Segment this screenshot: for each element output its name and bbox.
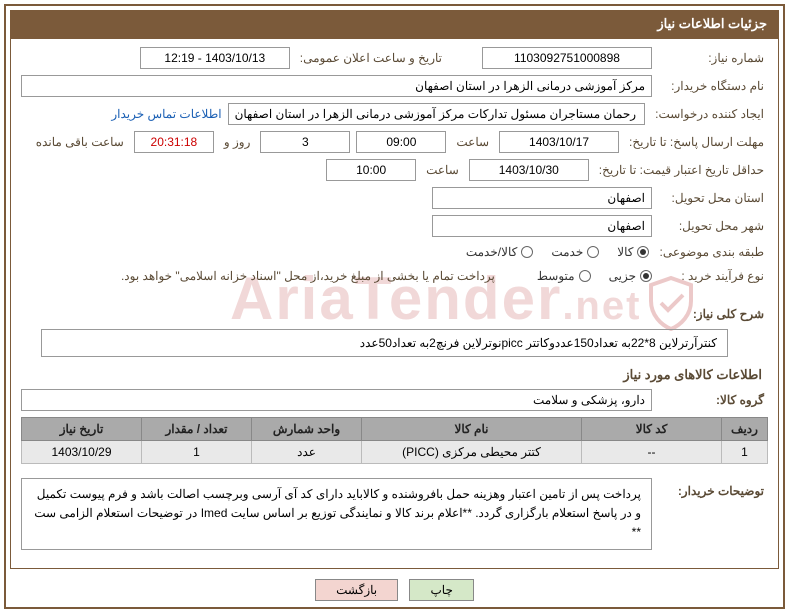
group-field: دارو، پزشکی و سلامت (21, 389, 652, 411)
radio-medium-label: متوسط (537, 269, 575, 283)
form-body: شماره نیاز: 1103092751000898 تاریخ و ساع… (10, 38, 779, 569)
need-number-field: 1103092751000898 (482, 47, 652, 69)
radio-partial[interactable]: جزیی (609, 269, 652, 283)
radio-service-label: خدمت (551, 245, 583, 259)
col-qty: تعداد / مقدار (142, 418, 252, 441)
validity-label: حداقل تاریخ اعتبار قیمت: تا تاریخ: (595, 161, 768, 179)
deadline-date-field: 1403/10/17 (499, 131, 619, 153)
radio-icon (640, 270, 652, 282)
need-number-label: شماره نیاز: (658, 49, 768, 67)
items-section-header: اطلاعات کالاهای مورد نیاز (27, 367, 762, 383)
table-header-row: ردیف کد کالا نام کالا واحد شمارش تعداد /… (22, 418, 768, 441)
validity-date-field: 1403/10/30 (469, 159, 589, 181)
radio-service[interactable]: خدمت (551, 245, 599, 259)
requester-field: رحمان مستاجران مسئول تدارکات مرکز آموزشی… (228, 103, 646, 125)
radio-icon (637, 246, 649, 258)
city-field: اصفهان (432, 215, 652, 237)
province-field: اصفهان (432, 187, 652, 209)
items-table: ردیف کد کالا نام کالا واحد شمارش تعداد /… (21, 417, 768, 464)
process-radio-group: جزیی متوسط پرداخت تمام یا بخشی از مبلغ خ… (117, 267, 652, 285)
main-frame: جزئیات اطلاعات نیاز شماره نیاز: 11030927… (4, 4, 785, 609)
cell-row: 1 (722, 441, 768, 464)
group-label: گروه کالا: (658, 391, 768, 409)
radio-icon (579, 270, 591, 282)
table-row: 1 -- کتتر محیطی مرکزی (PICC) عدد 1 1403/… (22, 441, 768, 464)
contact-link[interactable]: اطلاعات تماس خریدار (111, 107, 221, 121)
payment-note: پرداخت تمام یا بخشی از مبلغ خرید،از محل … (117, 267, 499, 285)
panel-title: جزئیات اطلاعات نیاز (10, 10, 779, 38)
buyer-notes-box: پرداخت پس از تامین اعتبار وهزینه حمل باف… (21, 478, 652, 550)
time-label-1: ساعت (452, 133, 493, 151)
radio-medium[interactable]: متوسط (537, 269, 591, 283)
radio-both-label: کالا/خدمت (466, 245, 517, 259)
radio-icon (521, 246, 533, 258)
print-button[interactable]: چاپ (409, 579, 473, 601)
col-code: کد کالا (582, 418, 722, 441)
time-label-2: ساعت (422, 161, 463, 179)
radio-both[interactable]: کالا/خدمت (466, 245, 533, 259)
radio-partial-label: جزیی (609, 269, 636, 283)
validity-time-field: 10:00 (326, 159, 416, 181)
cell-code: -- (582, 441, 722, 464)
need-desc-label: شرح کلی نیاز: (658, 305, 768, 323)
cell-date: 1403/10/29 (22, 441, 142, 464)
province-label: استان محل تحویل: (658, 189, 768, 207)
category-label: طبقه بندی موضوعی: (655, 243, 768, 261)
deadline-label: مهلت ارسال پاسخ: تا تاریخ: (625, 133, 768, 151)
category-radio-group: کالا خدمت کالا/خدمت (466, 245, 650, 259)
days-field: 3 (260, 131, 350, 153)
cell-name: کتتر محیطی مرکزی (PICC) (362, 441, 582, 464)
buyer-notes-label: توضیحات خریدار: (658, 470, 768, 500)
back-button[interactable]: بازگشت (315, 579, 398, 601)
need-desc-box: کنترآرترلاین 8*22به تعداد150عددوکاتتر pi… (41, 329, 728, 357)
button-row: چاپ بازگشت (10, 573, 779, 603)
col-name: نام کالا (362, 418, 582, 441)
col-unit: واحد شمارش (252, 418, 362, 441)
process-label: نوع فرآیند خرید : (658, 267, 768, 285)
cell-unit: عدد (252, 441, 362, 464)
deadline-time-field: 09:00 (356, 131, 446, 153)
remaining-time-field: 20:31:18 (134, 131, 214, 153)
radio-goods-label: کالا (617, 245, 633, 259)
announce-field: 1403/10/13 - 12:19 (140, 47, 290, 69)
radio-icon (587, 246, 599, 258)
requester-label: ایجاد کننده درخواست: (651, 105, 768, 123)
col-date: تاریخ نیاز (22, 418, 142, 441)
buyer-field: مرکز آموزشی درمانی الزهرا در استان اصفها… (21, 75, 652, 97)
col-row: ردیف (722, 418, 768, 441)
remaining-label: ساعت باقی مانده (32, 133, 128, 151)
announce-label: تاریخ و ساعت اعلان عمومی: (296, 49, 446, 67)
cell-qty: 1 (142, 441, 252, 464)
buyer-label: نام دستگاه خریدار: (658, 77, 768, 95)
city-label: شهر محل تحویل: (658, 217, 768, 235)
radio-goods[interactable]: کالا (617, 245, 649, 259)
days-label: روز و (220, 133, 255, 151)
